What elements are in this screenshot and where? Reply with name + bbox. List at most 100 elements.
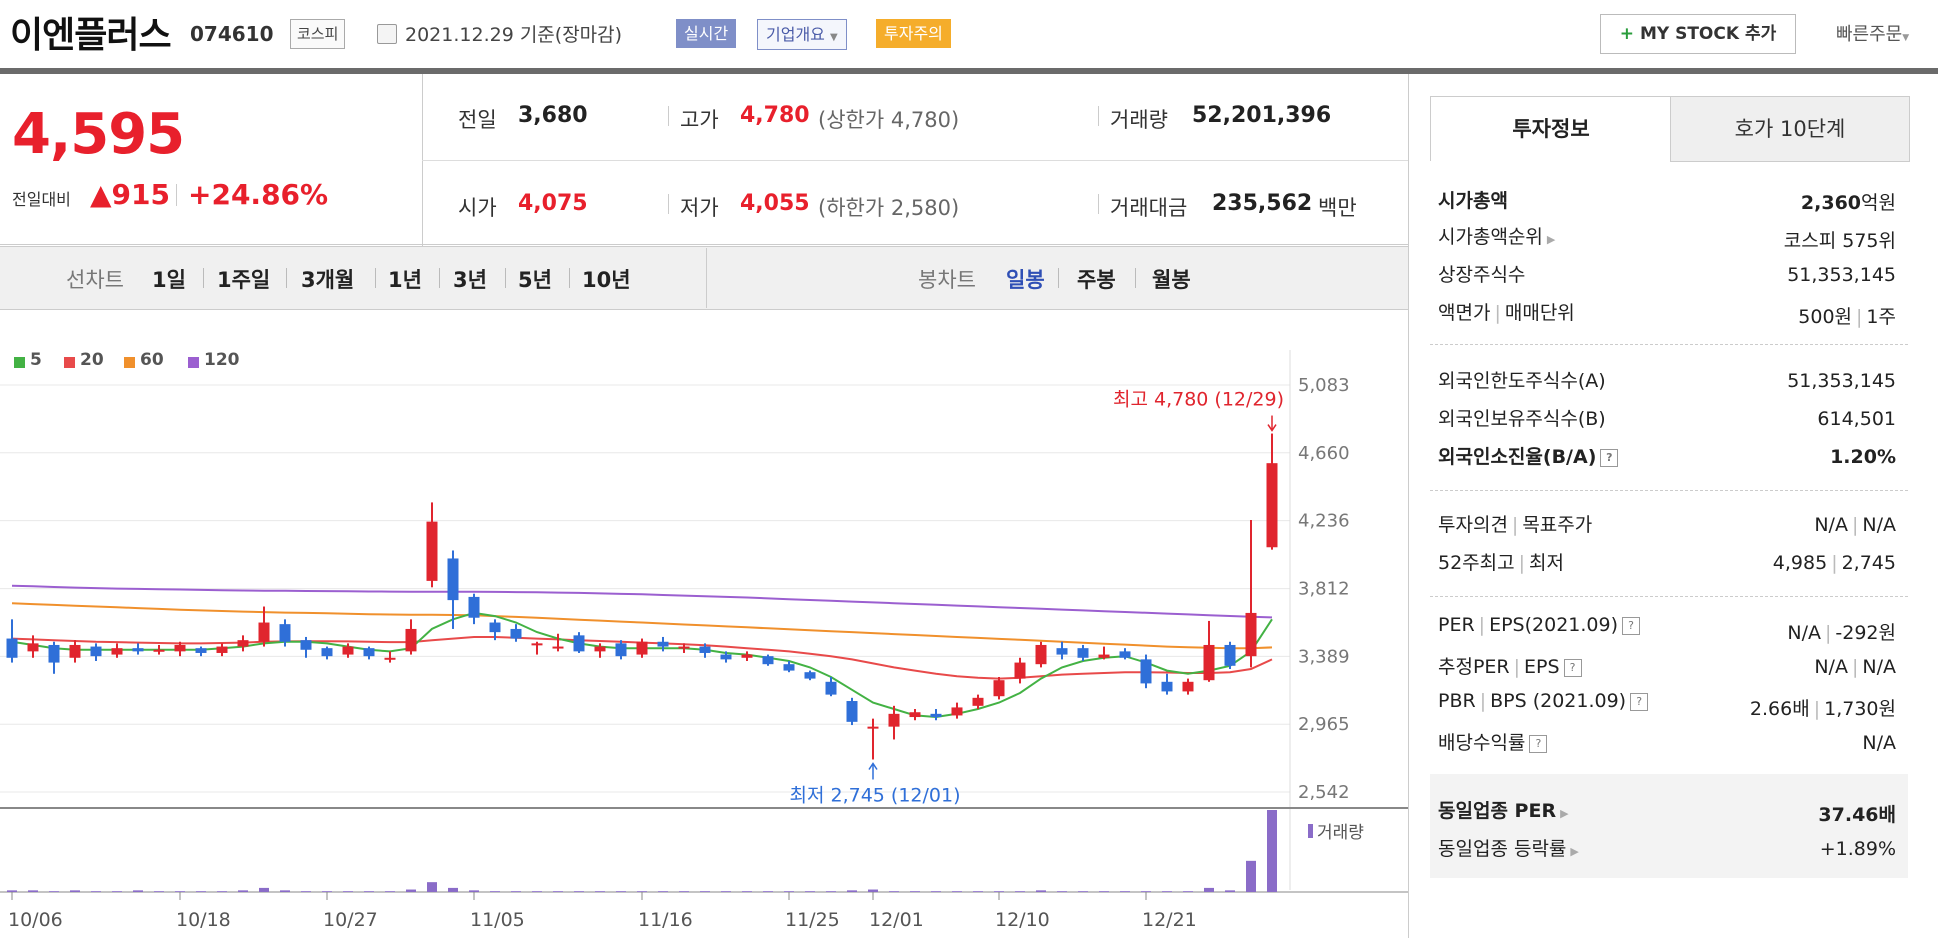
foreign-hold-value: 614,501 (1817, 408, 1896, 430)
candle-body (27, 643, 39, 652)
help-icon[interactable]: ? (1600, 448, 1619, 467)
divider (1430, 344, 1908, 346)
candle-monthly[interactable]: 월봉 (1152, 268, 1191, 292)
volume-bar (448, 887, 458, 892)
candle-body (90, 646, 102, 657)
help-icon[interactable]: ? (1529, 734, 1548, 753)
candle-body (1056, 648, 1068, 655)
period-5year[interactable]: 5년 (518, 268, 552, 292)
candle-body (1119, 651, 1131, 658)
candle-body (615, 643, 627, 657)
legend-ma60-swatch (124, 357, 135, 368)
period-10year[interactable]: 10년 (582, 268, 631, 292)
help-icon[interactable]: ? (1563, 658, 1582, 677)
change-label: 전일대비 (12, 190, 71, 209)
separator (203, 268, 204, 288)
w52-low-label: 최저 (1529, 552, 1564, 574)
candle-body (951, 707, 963, 716)
foreign-ratio-text: 외국인소진율(B/A) (1438, 446, 1597, 468)
high-arrow-head (1267, 424, 1277, 432)
period-3year[interactable]: 3년 (453, 268, 487, 292)
realtime-button[interactable]: 실시간 (676, 19, 737, 48)
company-info-dropdown[interactable]: 기업개요 ▼ (757, 19, 847, 50)
opinion-label: 투자의견 (1438, 514, 1508, 536)
candle-body (720, 654, 732, 660)
dividend-label: 배당수익률? (1438, 728, 1548, 755)
legend-ma5-swatch (14, 357, 25, 368)
dividend-value: N/A (1862, 732, 1896, 754)
volume-bar (637, 891, 647, 892)
candle-weekly[interactable]: 주봉 (1077, 268, 1116, 292)
foreign-limit-value: 51,353,145 (1787, 370, 1896, 392)
volume-bar (469, 890, 479, 892)
tab-orderbook-10[interactable]: 호가 10단계 (1670, 96, 1910, 162)
candle-body (216, 646, 228, 653)
candle-body (48, 644, 60, 663)
candle-body (825, 681, 837, 695)
base-date: 2021.12.29 기준(장마감) (405, 24, 623, 46)
volume-bar (1225, 890, 1235, 892)
price-chart[interactable]: 5,083 4,660 4,236 3,812 3,389 2,965 2,542 거래량 10… (0, 330, 1408, 938)
tab-invest-info[interactable]: 투자정보 (1430, 96, 1672, 161)
candle-daily[interactable]: 일봉 (1006, 268, 1045, 292)
w52-value: 4,985 | 2,745 (1772, 552, 1896, 574)
divider (1430, 596, 1908, 598)
candle-body (762, 656, 774, 665)
volume-bar (1078, 891, 1088, 892)
amount-label: 거래대금 (1110, 196, 1188, 220)
period-3month[interactable]: 3개월 (301, 268, 355, 292)
x-tick-label: 10/06 (8, 909, 63, 931)
help-icon[interactable]: ? (1630, 692, 1649, 711)
pbr-bps-value: 2.66배 | 1,730원 (1749, 698, 1896, 720)
candle-body (657, 641, 669, 647)
market-badge: 코스피 (290, 19, 346, 49)
amount-value: 235,562 (1212, 191, 1313, 216)
volume-bar (532, 891, 542, 892)
y-tick-label: 3,389 (1298, 646, 1350, 667)
opinion-target-value: N/A | N/A (1814, 514, 1896, 536)
candle-body (846, 701, 858, 722)
volume-bar (1204, 887, 1214, 892)
volume-bar (679, 891, 689, 892)
volume-bar (1015, 891, 1025, 892)
candle-body (783, 664, 795, 671)
volume-bar (868, 889, 878, 892)
volume-bar (259, 887, 269, 892)
candle-body (699, 646, 711, 653)
foreign-limit-label: 외국인한도주식수(A) (1438, 370, 1606, 392)
period-1week[interactable]: 1주일 (217, 268, 271, 292)
separator (569, 268, 570, 288)
period-1year[interactable]: 1년 (388, 268, 422, 292)
quick-order-dropdown[interactable]: 빠른주문▼ (1836, 20, 1909, 46)
x-tick-label: 10/18 (176, 909, 231, 931)
separator (1098, 194, 1099, 214)
volume-bar (28, 890, 38, 892)
candle-body (342, 646, 354, 655)
volume-bar (952, 891, 962, 892)
volume-bar (1120, 891, 1130, 892)
help-icon[interactable]: ? (1622, 616, 1640, 635)
legend-ma20-swatch (64, 357, 75, 368)
my-stock-add-button[interactable]: + MY STOCK 추가 (1600, 14, 1796, 54)
volume-bar (910, 891, 920, 892)
caret-right-icon: ▶ (1560, 807, 1569, 820)
separator (439, 268, 440, 288)
candle-body (1161, 681, 1173, 692)
industry-change-link[interactable]: 동일업종 등락률 ▶ (1438, 834, 1579, 861)
cap-rank-link[interactable]: 시가총액순위 ▶ (1438, 222, 1555, 249)
ma120-line (11, 584, 1273, 619)
candle-body (972, 697, 984, 706)
cap-rank-label: 시가총액순위 (1438, 226, 1543, 248)
market-cap-value: 2,360억원 (1801, 188, 1896, 215)
divider (422, 160, 1408, 161)
volume-bar (511, 891, 521, 892)
investment-warning-badge: 투자주의 (876, 19, 951, 48)
est-per-eps-label: 추정PER | EPS? (1438, 652, 1582, 679)
volume-bar (49, 891, 59, 892)
period-1day[interactable]: 1일 (152, 268, 186, 292)
industry-per-link[interactable]: 동일업종 PER ▶ (1438, 796, 1569, 823)
volume-bar (175, 891, 185, 892)
cap-rank-value: 코스피 575위 (1783, 230, 1896, 252)
candle-body (636, 641, 648, 655)
candle-body (489, 622, 501, 633)
